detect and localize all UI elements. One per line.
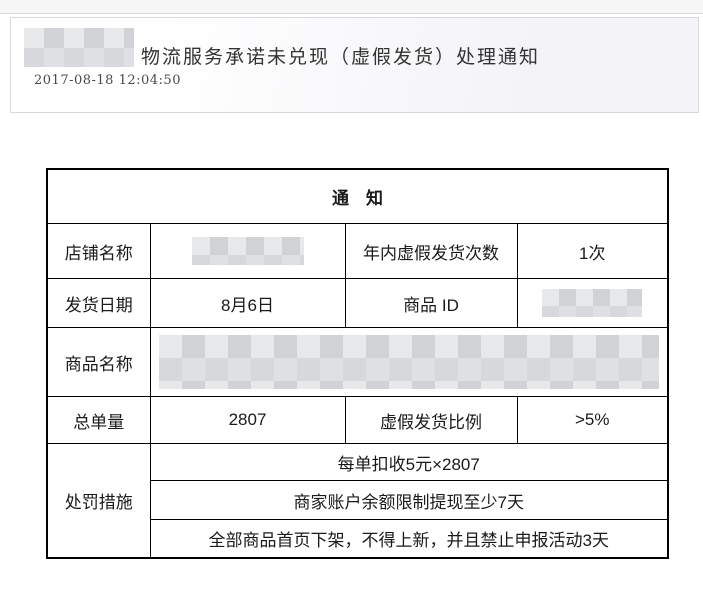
shop-name-label: 店铺名称 [46,223,151,279]
table-row: 商品名称 [46,327,669,397]
product-name-label: 商品名称 [46,327,151,397]
shop-name-value-cell [149,223,346,279]
ship-date-label: 发货日期 [46,278,151,328]
table-row: 处罚措施 每单扣收5元×2807 [46,443,669,559]
top-bar [0,0,703,14]
penalty-item-3: 全部商品首页下架，不得上新，并且禁止申报活动3天 [149,519,669,559]
fake-count-label: 年内虚假发货次数 [344,223,518,279]
product-id-label: 商品 ID [344,278,518,328]
table-row: 发货日期 8月6日 商品 ID [46,278,669,328]
redacted-product-id-blur [542,289,643,317]
notice-header-card: 物流服务承诺未兑现（虚假发货）处理通知 2017-08-18 12:04:50 [10,17,699,113]
total-orders-value: 2807 [149,396,346,444]
fake-ratio-label: 虚假发货比例 [344,396,518,444]
table-row: 商家账户余额限制提现至少7天 [47,480,669,520]
redacted-shop-name-blur [191,237,304,265]
product-name-value-cell [149,327,669,397]
notice-page-title: 物流服务承诺未兑现（虚假发货）处理通知 [141,47,541,68]
notice-title: 通 知 [46,168,669,224]
penalty-item-1: 每单扣收5元×2807 [149,443,669,481]
fake-count-value: 1次 [516,223,669,279]
notice-timestamp: 2017-08-18 12:04:50 [34,73,181,88]
fake-ratio-value: >5% [516,396,669,444]
penalty-label: 处罚措施 [46,443,151,559]
table-title-row: 通 知 [46,168,669,224]
redacted-product-name-blur [158,335,659,389]
ship-date-value: 8月6日 [149,278,346,328]
penalty-item-2: 商家账户余额限制提现至少7天 [149,480,669,520]
notice-table-container: 通 知 店铺名称 年内虚假发货次数 1次 发货日期 8月6日 商品 ID [46,168,669,559]
notice-table: 通 知 店铺名称 年内虚假发货次数 1次 发货日期 8月6日 商品 ID [46,168,669,559]
product-id-value-cell [516,278,669,328]
total-orders-label: 总单量 [46,396,151,444]
table-row: 全部商品首页下架，不得上新，并且禁止申报活动3天 [47,519,669,559]
table-row: 店铺名称 年内虚假发货次数 1次 [46,223,669,279]
table-row: 总单量 2807 虚假发货比例 >5% [46,396,669,444]
redacted-sender-blur [24,28,134,67]
